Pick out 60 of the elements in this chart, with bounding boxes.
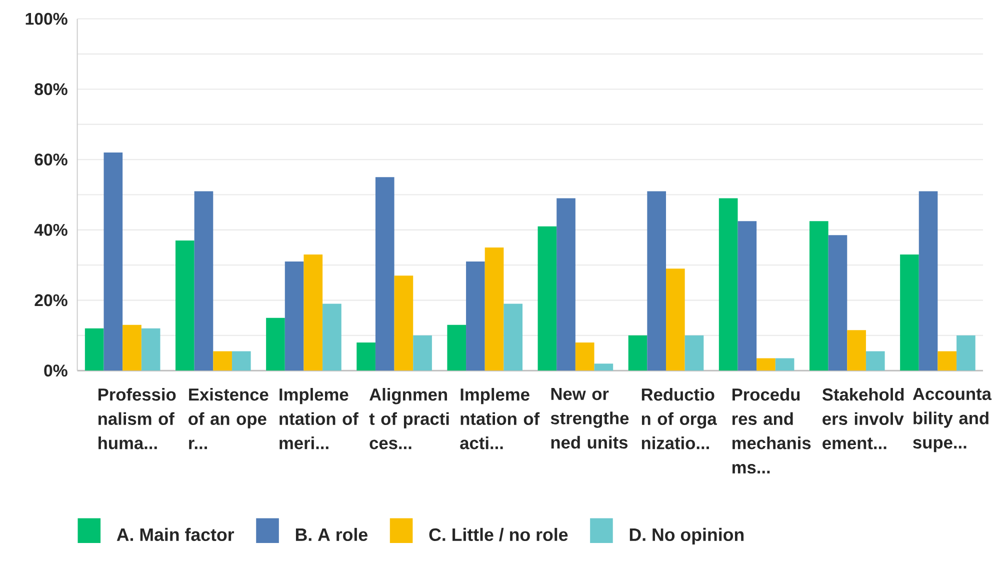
legend-label: B. A role — [296, 528, 368, 542]
x-tick-label: Existence of an oper... — [188, 388, 268, 450]
bar — [809, 221, 828, 371]
bar — [375, 177, 394, 371]
bar — [141, 328, 160, 371]
x-tick-label: Implementation of meri... — [280, 388, 358, 450]
bar — [900, 254, 919, 371]
bar — [104, 152, 123, 371]
bar — [828, 235, 848, 371]
bar — [918, 191, 938, 371]
bar — [718, 198, 738, 371]
bar — [738, 221, 757, 371]
bar — [628, 336, 648, 371]
bar — [356, 342, 376, 371]
x-tick-label: New or strengthened units — [550, 388, 629, 449]
x-tick-label: Stakeholders involvement... — [822, 388, 904, 450]
bar — [266, 318, 285, 371]
bar — [84, 328, 104, 371]
y-tick-label: 60% — [34, 154, 68, 166]
bar — [647, 191, 666, 371]
x-tick-label: Procedures and mechanisms... — [732, 388, 811, 474]
y-tick-label: 0% — [44, 364, 68, 377]
y-tick-label: 20% — [34, 294, 68, 306]
bar — [538, 226, 557, 371]
bar — [466, 262, 485, 371]
bar — [756, 358, 776, 371]
bar — [394, 276, 414, 371]
x-tick-label: Professionalism of huma... — [98, 388, 176, 450]
y-tick-label: 100% — [26, 12, 68, 25]
x-tick-label: Accountability and supe... — [912, 388, 992, 452]
bar — [304, 254, 323, 371]
bar — [322, 304, 342, 371]
bar — [213, 351, 232, 371]
bar — [194, 191, 214, 371]
bar — [175, 240, 194, 371]
bar — [956, 336, 976, 371]
bar — [484, 248, 504, 371]
bar — [938, 351, 957, 371]
legend-label: A. Main factor — [116, 528, 234, 542]
bar — [447, 324, 466, 371]
bar — [284, 262, 304, 371]
bar — [666, 268, 685, 371]
bar — [232, 351, 251, 371]
bar — [122, 324, 142, 371]
y-tick-label: 80% — [34, 83, 68, 96]
bar — [866, 351, 885, 371]
legend-label: C. Little / no role — [429, 528, 568, 542]
bar — [594, 364, 614, 371]
bar — [504, 304, 523, 371]
y-tick-label: 40% — [34, 224, 68, 236]
bar — [847, 330, 866, 371]
x-tick-label: Alignment of practices... — [369, 388, 449, 450]
x-tick-label: Implementation of acti... — [460, 388, 540, 450]
x-tick-label: Reduction of organizatio... — [642, 388, 717, 450]
bar — [684, 336, 704, 371]
bar — [775, 358, 794, 371]
bar — [575, 342, 594, 371]
bar — [413, 336, 432, 371]
legend-label: D. No opinion — [630, 528, 744, 545]
bar — [556, 198, 576, 371]
